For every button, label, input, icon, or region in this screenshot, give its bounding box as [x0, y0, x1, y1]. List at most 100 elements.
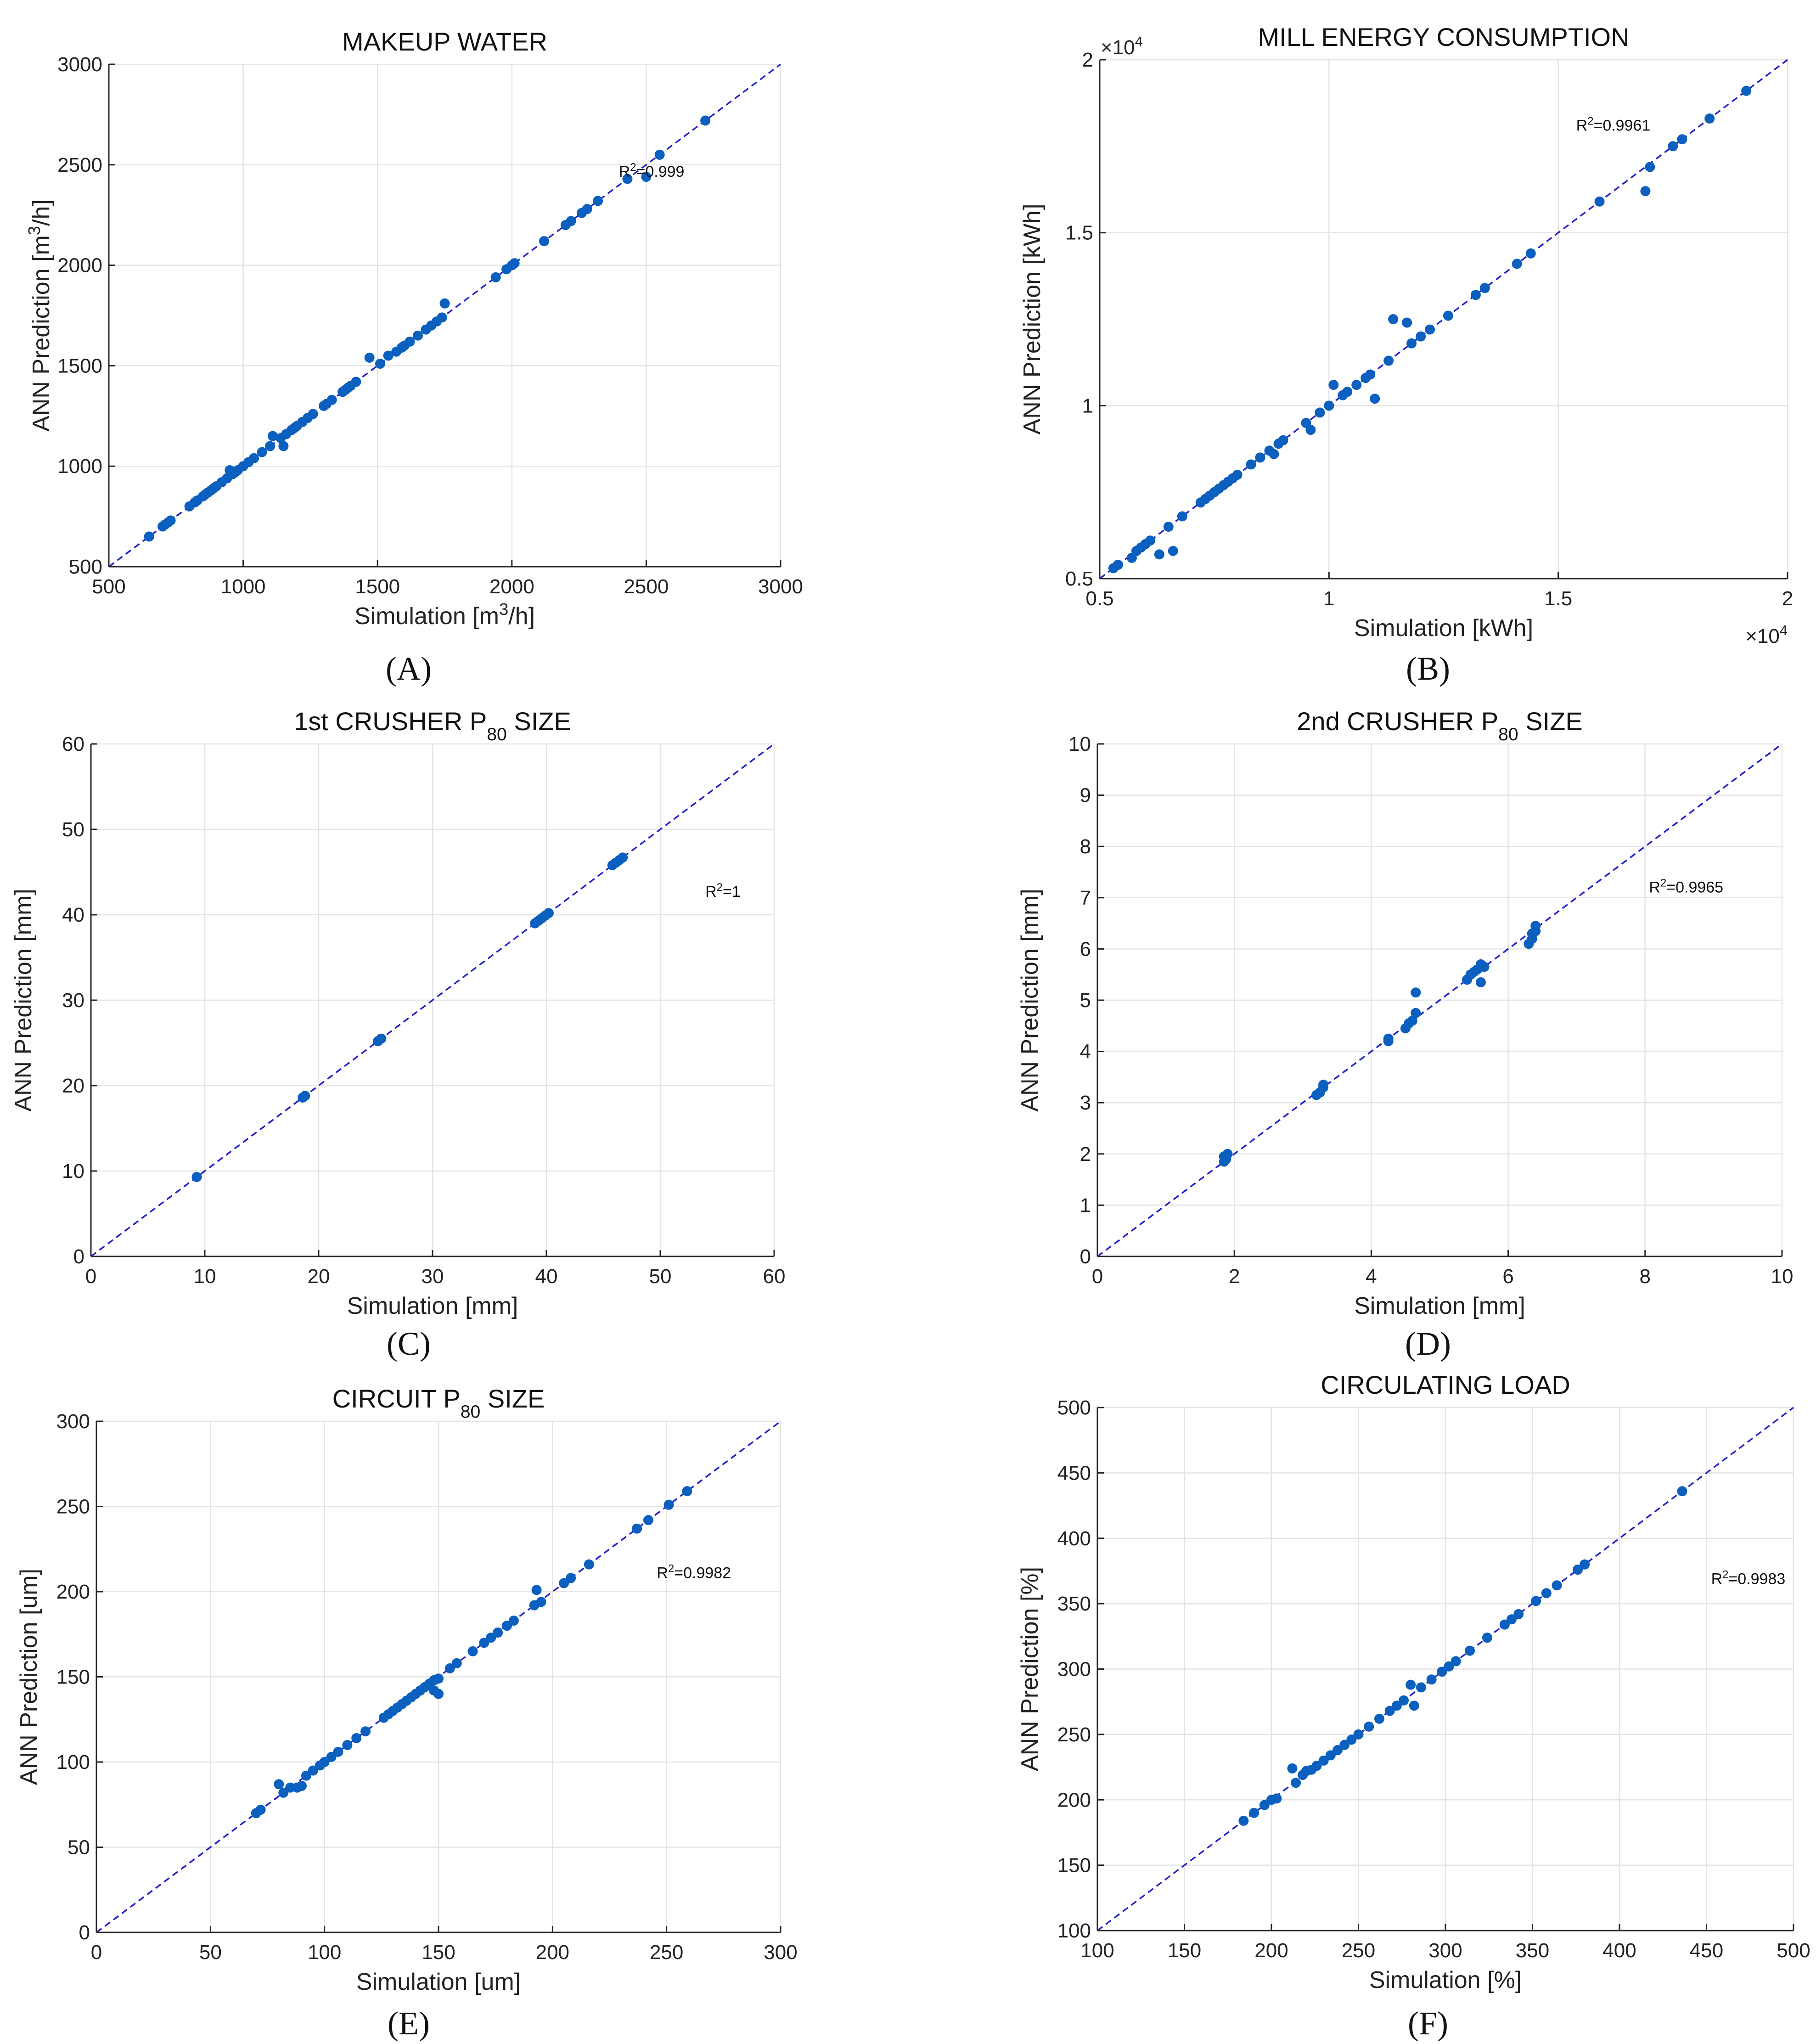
x-tick-label: 300	[764, 1941, 797, 1964]
data-point	[539, 236, 550, 247]
text-part: Simulation [%]	[1369, 1967, 1522, 1993]
data-point	[543, 908, 554, 918]
text-part: Simulation [kWh]	[1354, 615, 1533, 642]
x-tick-label: 50	[649, 1265, 672, 1288]
text-part: =0.9983	[1728, 1570, 1785, 1588]
data-point	[1351, 380, 1362, 390]
data-point	[1271, 1793, 1282, 1804]
data-point	[682, 1486, 692, 1497]
y-tick-label: 3	[1080, 1092, 1091, 1114]
data-point	[1353, 1729, 1364, 1740]
y-tick-label: 1.5	[1065, 222, 1093, 244]
chart-title: MILL ENERGY CONSUMPTION	[1258, 23, 1629, 51]
data-point	[433, 1673, 444, 1684]
chart-panel-circulating-load: 100 150 200 250 300 350 400 450 500 100 150 200 250 3…	[1017, 1370, 1810, 2042]
data-point	[632, 1523, 642, 1534]
y-tick-label: 300	[1057, 1658, 1091, 1681]
x-tick-label: 10	[194, 1265, 216, 1288]
data-point	[1278, 435, 1288, 445]
y-tick-label: 2500	[57, 154, 102, 176]
y-tick-label: 50	[62, 818, 84, 841]
y-tick-label: 2	[1080, 1143, 1091, 1166]
y-tick-label: 8	[1080, 835, 1091, 858]
x-tick-label: 250	[650, 1941, 683, 1964]
text-part: ANN Prediction [um]	[16, 1569, 42, 1785]
x-tick-label: 60	[763, 1265, 786, 1288]
text-part: 1st CRUSHER P	[294, 707, 487, 736]
y-tick-label: 2	[1082, 49, 1093, 71]
y-axis-label: ANN Prediction [mm]	[10, 889, 37, 1111]
r-squared-annotation: R2=0.9965	[1649, 877, 1723, 896]
text-part: 3	[499, 600, 508, 619]
data-point	[1402, 317, 1412, 328]
text-part: Simulation [um]	[356, 1969, 521, 1995]
data-point	[1384, 1706, 1395, 1716]
identity-line	[1096, 743, 1783, 1257]
identity-line	[90, 743, 775, 1257]
data-point	[1318, 1755, 1329, 1766]
y-tick-label: 2000	[57, 254, 102, 277]
y-tick-label: 10	[1068, 733, 1091, 755]
chart-title: CIRCULATING LOAD	[1321, 1370, 1570, 1399]
y-tick-label: 0	[1080, 1245, 1091, 1268]
y-tick-label: 1500	[57, 355, 102, 377]
chart-panel-circuit-p80: 0 50 100 150 200 250 300 0 50 100 150 200 250 300 CIRC…	[16, 1384, 798, 2042]
data-point	[1411, 1008, 1421, 1018]
text-part: 2	[1722, 1568, 1728, 1581]
x-tick-label: 450	[1690, 1939, 1723, 1962]
y-tick-label: 0	[79, 1921, 90, 1944]
y-axis-label: ANN Prediction [m3/h]	[25, 199, 55, 432]
y-tick-label: 1	[1080, 1194, 1091, 1216]
data-point	[1416, 331, 1426, 342]
text-part: R	[657, 1564, 668, 1582]
text-part: SIZE	[480, 1384, 545, 1413]
data-point	[641, 172, 652, 182]
text-part: R	[705, 883, 717, 901]
x-axis-label: Simulation [mm]	[347, 1293, 518, 1319]
y-tick-label: 1	[1082, 394, 1093, 417]
x-axis-label: Simulation [mm]	[1354, 1293, 1525, 1319]
x-tick-label: 200	[1254, 1939, 1288, 1962]
data-point	[493, 1627, 503, 1638]
x-tick-label: 4	[1366, 1265, 1377, 1288]
text-part: R	[1649, 879, 1660, 896]
text-part: 2	[1587, 115, 1593, 127]
data-point	[1507, 1614, 1517, 1625]
x-tick-label: 1	[1323, 587, 1334, 610]
y-tick-label: 150	[1057, 1854, 1091, 1877]
data-point	[1512, 259, 1522, 269]
x-tick-label: 40	[535, 1265, 558, 1288]
data-point	[1346, 1734, 1357, 1745]
text-part: /h]	[28, 199, 55, 226]
data-point	[342, 1740, 353, 1750]
data-point	[1437, 1667, 1447, 1677]
data-point	[297, 1780, 307, 1791]
r-squared-annotation: R2=0.9982	[657, 1562, 731, 1582]
panel-label: (D)	[1405, 1325, 1451, 1362]
data-point	[536, 1597, 546, 1607]
y-tick-label: 100	[1057, 1920, 1091, 1942]
x-tick-label: 150	[1168, 1939, 1201, 1962]
text-part: Simulation [mm]	[1354, 1293, 1525, 1319]
r-squared-annotation: R2=0.9961	[1576, 115, 1651, 135]
data-point	[1246, 459, 1256, 470]
data-point	[1444, 1661, 1454, 1672]
panel-label: (E)	[388, 2005, 430, 2042]
text-part: =0.9961	[1593, 117, 1650, 134]
data-point	[191, 1172, 202, 1182]
panel-label: (C)	[387, 1325, 431, 1362]
data-point	[1249, 1808, 1259, 1818]
y-tick-label: 0.5	[1065, 568, 1093, 590]
data-point	[1513, 1609, 1524, 1619]
data-point	[1677, 134, 1687, 145]
data-point	[1325, 1750, 1336, 1761]
data-point	[1291, 1778, 1301, 1788]
x-tick-label: 0	[91, 1941, 102, 1964]
text-part: 2	[1660, 877, 1666, 889]
data-point	[433, 1689, 444, 1699]
text-part: SIZE	[1518, 707, 1583, 736]
data-point	[593, 196, 603, 206]
x-tick-label: 100	[1080, 1939, 1114, 1962]
data-point	[1391, 1701, 1402, 1711]
y-tick-label: 30	[62, 989, 84, 1012]
